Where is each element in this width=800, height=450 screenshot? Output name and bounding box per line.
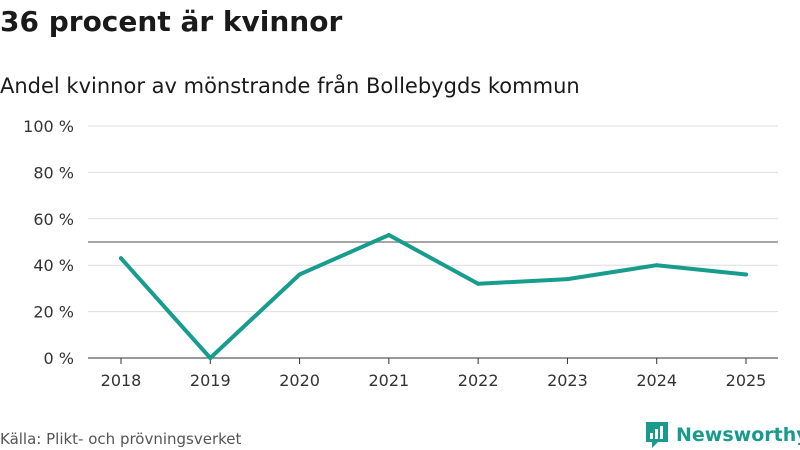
chart-subtitle: Andel kvinnor av mönstrande från Bolleby… xyxy=(0,74,580,98)
newsworthy-icon xyxy=(646,422,668,448)
y-tick-label: 0 % xyxy=(44,349,74,368)
x-tick-label: 2021 xyxy=(368,371,409,390)
data-point xyxy=(386,233,391,238)
source-note: Källa: Plikt- och prövningsverket xyxy=(0,430,242,448)
data-point xyxy=(208,356,213,360)
gridlines xyxy=(88,125,778,313)
data-point xyxy=(744,272,748,277)
x-tick-label: 2019 xyxy=(190,371,231,390)
y-axis-ticks: 0 % 20 % 40 % 60 % 80 % 100 % xyxy=(23,117,74,368)
series-line xyxy=(119,233,748,360)
x-tick-label: 2025 xyxy=(726,371,767,390)
x-tick-label: 2020 xyxy=(279,371,320,390)
series-group xyxy=(119,233,748,360)
data-point xyxy=(297,272,302,277)
x-axis: 2018 2019 2020 2021 2022 2023 2024 2025 xyxy=(88,357,778,390)
y-tick-label: 60 % xyxy=(33,210,74,229)
x-tick-label: 2023 xyxy=(547,371,588,390)
x-tick-label: 2022 xyxy=(458,371,499,390)
data-point xyxy=(476,281,481,286)
y-tick-label: 80 % xyxy=(33,163,74,182)
brand-logo[interactable]: Newsworthy xyxy=(644,420,800,450)
x-tick-label: 2018 xyxy=(101,371,142,390)
brand-name: Newsworthy xyxy=(676,424,800,446)
x-tick-label: 2024 xyxy=(636,371,677,390)
y-tick-label: 100 % xyxy=(23,117,74,136)
y-tick-label: 40 % xyxy=(33,256,74,275)
data-point xyxy=(119,256,123,261)
data-point xyxy=(565,277,570,282)
data-point xyxy=(654,263,659,268)
y-tick-label: 20 % xyxy=(33,303,74,322)
chart-title: 36 procent är kvinnor xyxy=(0,5,343,38)
